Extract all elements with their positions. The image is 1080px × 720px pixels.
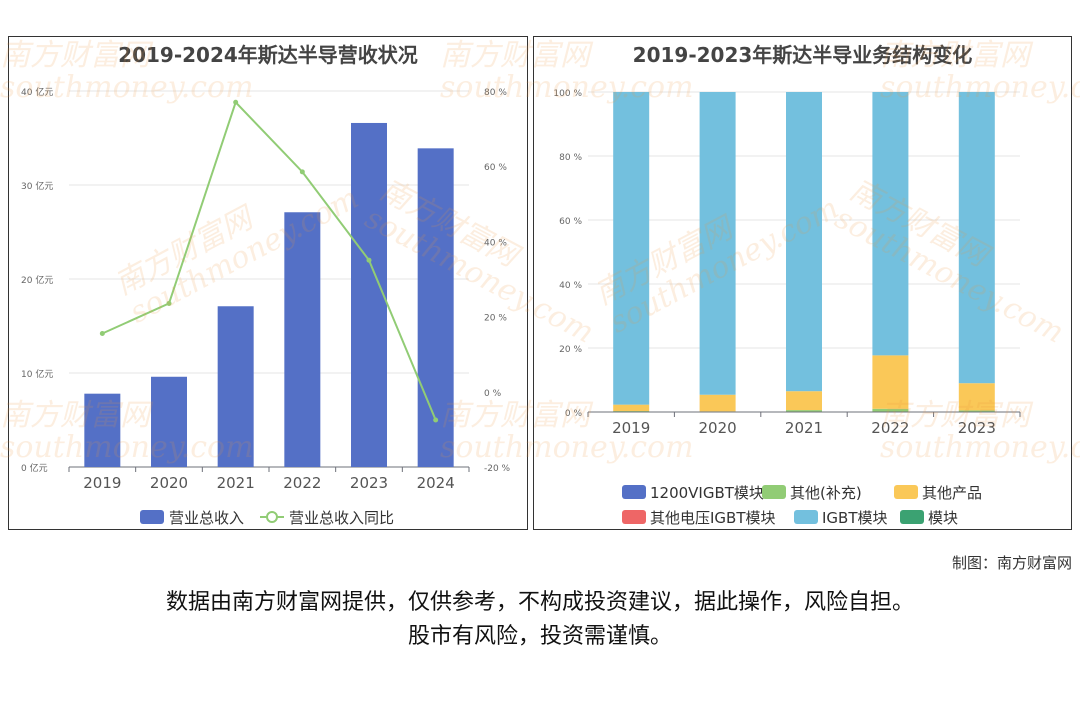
legend-label: 1200VIGBT模块 <box>650 484 764 502</box>
yoy-point <box>99 331 105 337</box>
structure-chart-panel: 2019-2023年斯达半导业务结构变化 0 % 20 % 40 % 60 % 80 %… <box>533 36 1072 530</box>
legend-label-revenue: 营业总收入 <box>169 509 244 527</box>
left-axis-tick-label: 40 亿元 <box>21 86 53 98</box>
x-axis-tick-label: 2020 <box>699 419 737 437</box>
legend-label-yoy: 营业总收入同比 <box>289 509 394 527</box>
stacked-bar-segment <box>872 92 909 356</box>
legend-swatch <box>622 510 646 524</box>
left-axis-tick-label: 20 亿元 <box>21 274 53 286</box>
x-axis-tick-label: 2023 <box>958 419 996 437</box>
stacked-bar-segment <box>786 391 822 411</box>
x-axis-tick-label: 2021 <box>217 474 255 492</box>
revenue-bar <box>217 306 254 467</box>
chart-credit: 制图：南方财富网 <box>951 554 1072 572</box>
stacked-bar-segment <box>958 410 995 412</box>
stacked-bar-segment <box>786 92 822 392</box>
legend-swatch-yoy-marker <box>266 511 278 523</box>
y-axis-tick-label: 80 % <box>559 153 582 163</box>
legend-label: 其他产品 <box>922 484 982 502</box>
stacked-bar-segment <box>613 92 650 405</box>
stacked-bar-segment <box>872 355 909 409</box>
right-axis-tick-label: 0 % <box>484 389 502 399</box>
y-axis-tick-label: 0 % <box>565 409 583 419</box>
stacked-bar-segment <box>699 394 736 412</box>
right-axis-tick-label: 40 % <box>484 238 507 248</box>
y-axis-tick-label: 20 % <box>559 345 582 355</box>
right-axis-tick-label: 20 % <box>484 314 507 324</box>
right-axis-tick-label: -20 % <box>484 464 511 474</box>
y-axis-tick-label: 100 % <box>553 89 582 99</box>
structure-chart: 0 % 20 % 40 % 60 % 80 % 100 % 2019 2020 2021 2022… <box>553 89 1021 527</box>
left-axis-tick-label: 10 亿元 <box>21 368 53 380</box>
disclaimer-line-2: 股市有风险，投资需谨慎。 <box>407 624 672 649</box>
stacked-bar-segment <box>613 404 650 412</box>
left-axis-tick-label: 0 亿元 <box>21 462 48 474</box>
structure-chart-title: 2019-2023年斯达半导业务结构变化 <box>632 43 973 67</box>
y-axis-tick-label: 60 % <box>559 217 582 227</box>
stacked-bar-segment <box>958 383 995 411</box>
revenue-bar <box>151 376 187 467</box>
x-axis-tick-label: 2019 <box>83 474 121 492</box>
revenue-bar <box>351 122 387 468</box>
yoy-point <box>433 417 439 423</box>
stacked-bar-segment <box>958 92 995 384</box>
legend-label: 其他电压IGBT模块 <box>650 509 776 527</box>
right-axis-tick-label: 80 % <box>484 88 507 98</box>
revenue-bar <box>417 148 454 467</box>
stacked-bar-segment <box>872 408 909 412</box>
right-axis-tick-label: 60 % <box>484 163 507 173</box>
legend-label: IGBT模块 <box>822 509 888 527</box>
stacked-bar-segment <box>699 92 736 395</box>
x-axis-tick-label: 2023 <box>350 474 388 492</box>
yoy-point <box>366 257 372 263</box>
revenue-chart-panel: 2019-2024年斯达半导营收状况 0 亿元 10 亿元 20 亿元 30 亿元 40… <box>8 36 528 530</box>
legend-swatch <box>900 510 924 524</box>
x-axis-tick-label: 2019 <box>612 419 650 437</box>
revenue-bar <box>284 212 321 467</box>
revenue-chart-title: 2019-2024年斯达半导营收状况 <box>118 43 418 67</box>
x-axis-tick-label: 2022 <box>871 419 909 437</box>
revenue-chart: 0 亿元 10 亿元 20 亿元 30 亿元 40 亿元 -20 % 0 % 20 % 40 %… <box>21 86 511 527</box>
stacked-bar-segment <box>786 410 822 412</box>
y-axis-tick-label: 40 % <box>559 281 582 291</box>
legend-label: 其他(补充) <box>790 484 862 502</box>
legend-swatch <box>894 485 918 499</box>
legend-swatch <box>794 510 818 524</box>
legend-label: 模块 <box>928 509 958 527</box>
yoy-point <box>166 300 172 306</box>
legend-swatch <box>762 485 786 499</box>
x-axis-tick-label: 2022 <box>283 474 321 492</box>
x-axis-tick-label: 2021 <box>785 419 823 437</box>
x-axis-tick-label: 2020 <box>150 474 188 492</box>
disclaimer-line-1: 数据由南方财富网提供，仅供参考，不构成投资建议，据此操作，风险自担。 <box>165 590 914 615</box>
legend-swatch <box>622 485 646 499</box>
left-axis-tick-label: 30 亿元 <box>21 180 53 192</box>
yoy-line <box>101 100 437 421</box>
x-axis-tick-label: 2024 <box>417 474 455 492</box>
yoy-point <box>233 99 239 105</box>
legend-swatch-revenue <box>140 510 164 524</box>
yoy-point <box>299 169 305 175</box>
revenue-bar <box>84 393 121 467</box>
